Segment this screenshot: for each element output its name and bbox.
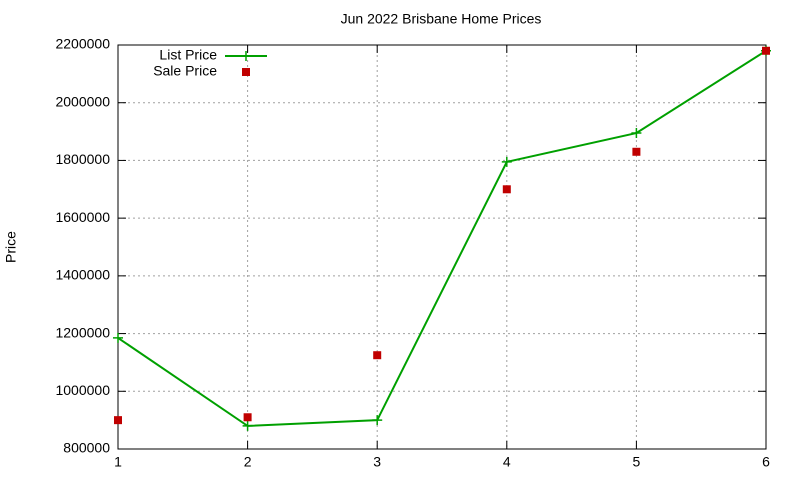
plus-marker	[113, 332, 123, 343]
square-marker	[242, 68, 250, 76]
square-marker	[243, 413, 252, 422]
legend-label: List Price	[159, 47, 217, 63]
square-marker	[114, 416, 122, 425]
y-tick-label: 2000000	[55, 93, 110, 109]
y-tick-label: 1000000	[55, 382, 110, 398]
x-tick-label: 1	[114, 454, 122, 470]
series-line	[117, 49, 767, 427]
square-marker	[632, 147, 641, 156]
legend-label: Sale Price	[153, 63, 217, 79]
x-tick-label: 5	[633, 454, 641, 470]
x-tick-label: 3	[373, 454, 381, 470]
chart-title: Jun 2022 Brisbane Home Prices	[341, 11, 542, 27]
square-marker	[502, 185, 511, 194]
plus-marker	[501, 156, 512, 167]
y-tick-label: 1200000	[55, 324, 110, 340]
plus-marker	[372, 415, 383, 426]
x-tick-label: 2	[244, 454, 252, 470]
square-marker	[373, 351, 382, 360]
plus-marker	[631, 128, 642, 139]
plus-marker	[242, 420, 253, 431]
y-tick-label: 1800000	[55, 151, 110, 167]
x-tick-label: 4	[503, 454, 511, 470]
y-tick-label: 800000	[63, 440, 110, 456]
y-tick-label: 2200000	[55, 36, 110, 52]
y-tick-label: 1600000	[55, 209, 110, 225]
y-axis-label: Price	[3, 231, 19, 263]
square-marker	[762, 46, 770, 55]
y-tick-label: 1400000	[55, 267, 110, 283]
plus-marker	[241, 51, 251, 61]
x-tick-label: 6	[762, 454, 770, 470]
plot-border	[117, 44, 767, 450]
